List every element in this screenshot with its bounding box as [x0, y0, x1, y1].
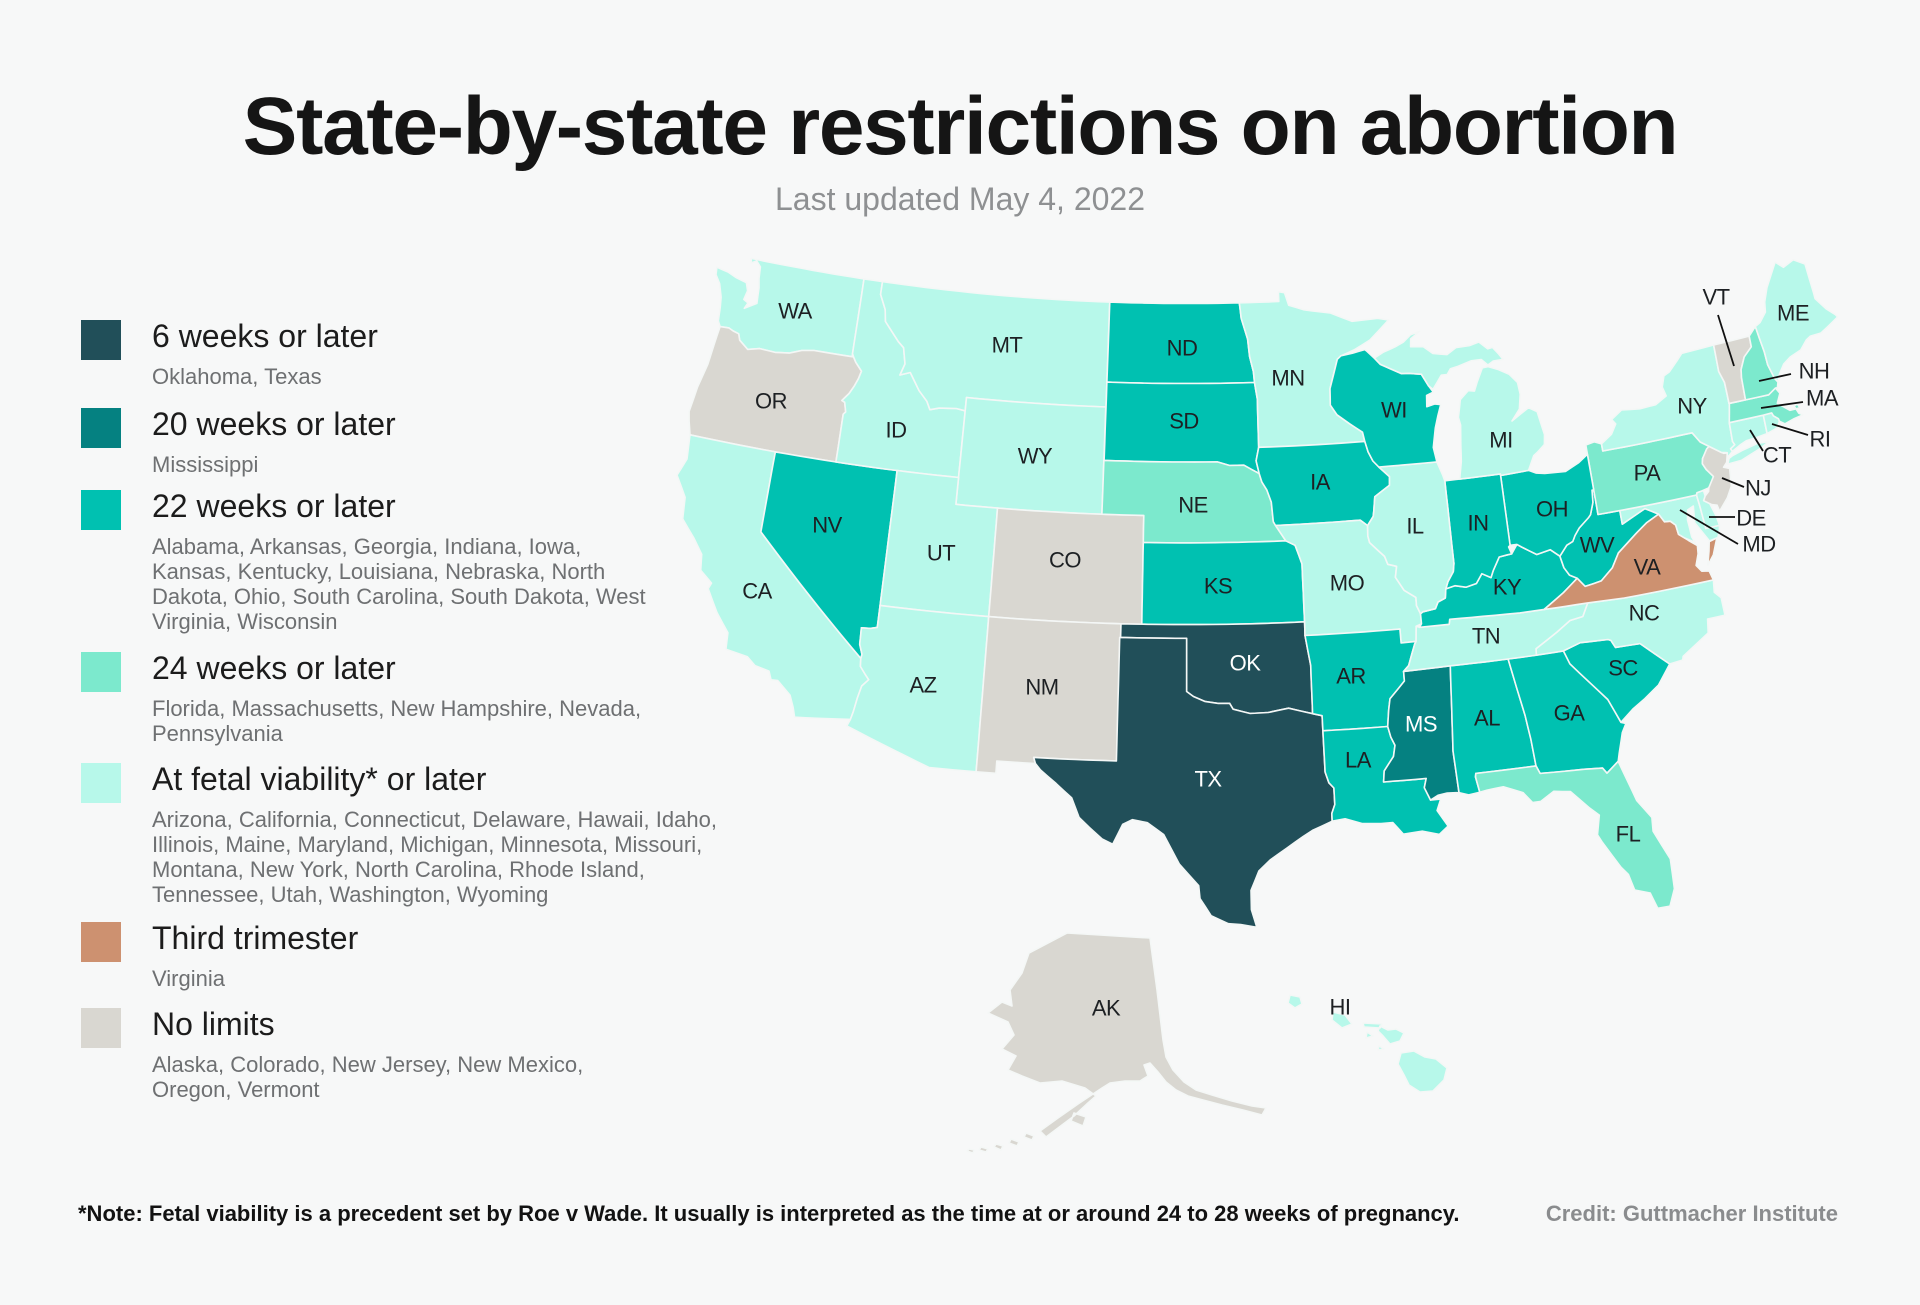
svg-text:MT: MT: [992, 333, 1023, 358]
svg-text:KY: KY: [1493, 575, 1522, 600]
svg-text:NC: NC: [1629, 601, 1660, 626]
svg-text:NM: NM: [1025, 675, 1058, 700]
svg-text:OK: OK: [1230, 651, 1262, 676]
svg-text:VA: VA: [1634, 555, 1662, 580]
svg-text:TX: TX: [1194, 767, 1222, 792]
svg-text:CO: CO: [1049, 548, 1081, 573]
svg-text:ME: ME: [1777, 301, 1809, 326]
svg-text:NY: NY: [1677, 394, 1707, 419]
svg-text:NV: NV: [812, 513, 842, 538]
svg-text:CA: CA: [742, 579, 772, 604]
svg-text:HI: HI: [1330, 995, 1351, 1020]
svg-text:MO: MO: [1330, 571, 1365, 596]
svg-text:MN: MN: [1271, 366, 1304, 391]
svg-text:IA: IA: [1310, 470, 1331, 495]
svg-text:WV: WV: [1580, 533, 1615, 558]
svg-text:IL: IL: [1406, 514, 1424, 539]
svg-text:UT: UT: [927, 541, 955, 566]
svg-text:TN: TN: [1472, 624, 1500, 649]
svg-text:NE: NE: [1178, 493, 1208, 518]
svg-text:GA: GA: [1554, 701, 1586, 726]
svg-text:WI: WI: [1381, 398, 1407, 423]
svg-text:OR: OR: [755, 389, 787, 414]
svg-text:NJ: NJ: [1745, 476, 1771, 501]
svg-text:ID: ID: [886, 418, 907, 443]
svg-text:WA: WA: [778, 299, 812, 324]
svg-text:AR: AR: [1336, 664, 1366, 689]
svg-text:DE: DE: [1736, 506, 1766, 531]
svg-text:FL: FL: [1616, 822, 1641, 847]
svg-text:AK: AK: [1092, 996, 1121, 1021]
svg-text:CT: CT: [1763, 443, 1791, 468]
svg-text:NH: NH: [1799, 359, 1830, 384]
svg-text:MD: MD: [1742, 532, 1775, 557]
svg-text:AL: AL: [1474, 706, 1500, 731]
svg-text:SD: SD: [1169, 409, 1199, 434]
svg-text:MI: MI: [1489, 428, 1512, 453]
svg-text:KS: KS: [1204, 574, 1232, 599]
svg-text:LA: LA: [1345, 748, 1372, 773]
svg-text:PA: PA: [1634, 461, 1662, 486]
svg-text:IN: IN: [1468, 511, 1489, 536]
svg-text:OH: OH: [1536, 497, 1568, 522]
svg-text:SC: SC: [1608, 656, 1638, 681]
svg-text:MA: MA: [1806, 386, 1839, 411]
svg-text:RI: RI: [1810, 427, 1831, 452]
svg-text:VT: VT: [1702, 285, 1729, 310]
svg-text:MS: MS: [1405, 712, 1437, 737]
svg-text:AZ: AZ: [909, 673, 936, 698]
svg-text:ND: ND: [1167, 336, 1198, 361]
svg-text:WY: WY: [1018, 444, 1053, 469]
